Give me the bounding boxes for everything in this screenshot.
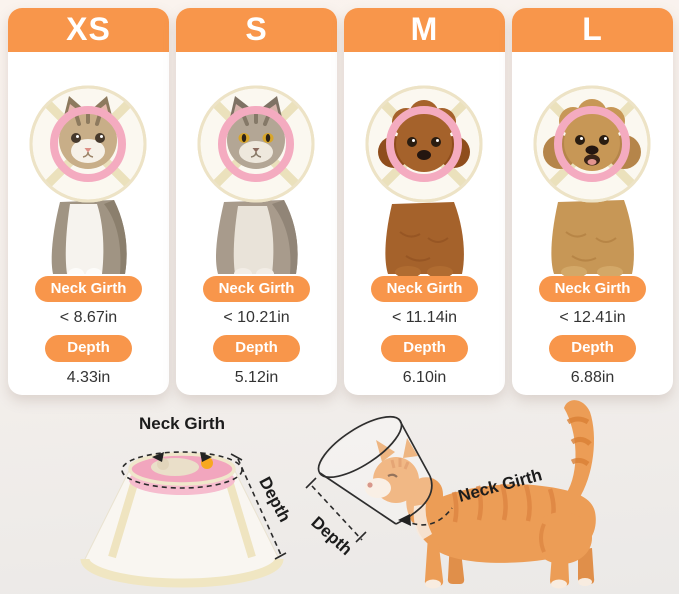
cat-neck-girth-arrowhead [398,514,411,526]
depth-badge: Depth [381,335,468,362]
puppy-body [385,201,464,276]
neck-girth-value: < 12.41in [559,309,626,327]
size-tab-xs: XS [8,8,169,52]
neck-girth-badge: Neck Girth [370,275,479,303]
girth-arrowhead-right [200,452,212,462]
depth-value: 6.88in [570,369,615,386]
cat-depth-tick-bottom [355,531,367,543]
neck-girth-badge: Neck Girth [34,275,143,303]
cone-diagram-depth-label: Depth [255,474,294,525]
depth-tick-top [230,453,243,461]
cone-outline [317,415,433,525]
neck-girth-badge: Neck Girth [202,275,311,303]
apricot-poodle-cone-illustration [512,52,673,276]
depth-tick-bottom [274,552,287,560]
cone-measurement-diagram: Neck Girth Depth [64,412,300,594]
pink-collar-ring [218,105,294,182]
depth-badge: Depth [213,335,300,362]
depth-badge: Depth [45,335,132,362]
cone-bottom-rim [80,558,284,588]
cat-depth-dashed-line [311,485,363,541]
pet-photo-l [512,52,673,276]
size-cards-row: XS [8,8,673,395]
size-card-l: L [512,8,673,395]
pink-collar-ring [386,105,462,182]
cat-measurement-diagram: Depth Neck Girth [300,388,679,594]
neck-girth-dashed-ellipse [121,451,243,489]
pink-collar-ring [50,105,126,182]
size-tab-s: S [176,8,337,52]
size-tab-l: L [512,8,673,52]
cone-strap-left [108,472,141,559]
size-card-s: S [176,8,337,395]
orange-cat [365,400,596,589]
depth-value: 4.33in [66,369,111,386]
brown-poodle-cone-illustration [344,52,505,276]
pet-photo-s [176,52,337,276]
size-card-xs: XS [8,8,169,395]
cone-diagram-svg: Neck Girth Depth [80,414,295,588]
neck-girth-value: < 10.21in [223,309,290,327]
cat-body [216,199,298,274]
neck-girth-value: < 8.67in [59,309,118,327]
depth-value: 6.10in [402,369,447,386]
poodle-body [551,199,634,276]
depth-value: 5.12in [234,369,279,386]
cat-depth-tick-top [305,477,317,489]
pet-photo-m [344,52,505,276]
cone-diagram-neck-girth-label: Neck Girth [139,414,225,433]
poodle-face [543,98,641,171]
depth-badge: Depth [549,335,636,362]
neck-girth-value: < 11.14in [391,309,458,327]
kitten-body [51,199,127,274]
gray-cat-cone-illustration [176,52,337,274]
pet-photo-xs [8,52,169,276]
pink-collar-ring [554,105,630,182]
tabby-kitten-cone-illustration [8,52,169,274]
neck-girth-badge: Neck Girth [538,275,647,303]
size-card-m: M [344,8,505,395]
size-tab-m: M [344,8,505,52]
cone-strap-right [223,472,256,559]
girth-arrowhead-left [152,452,164,462]
cat-diagram-svg: Depth Neck Girth [305,400,596,589]
cat-diagram-depth-label: Depth [307,513,356,559]
